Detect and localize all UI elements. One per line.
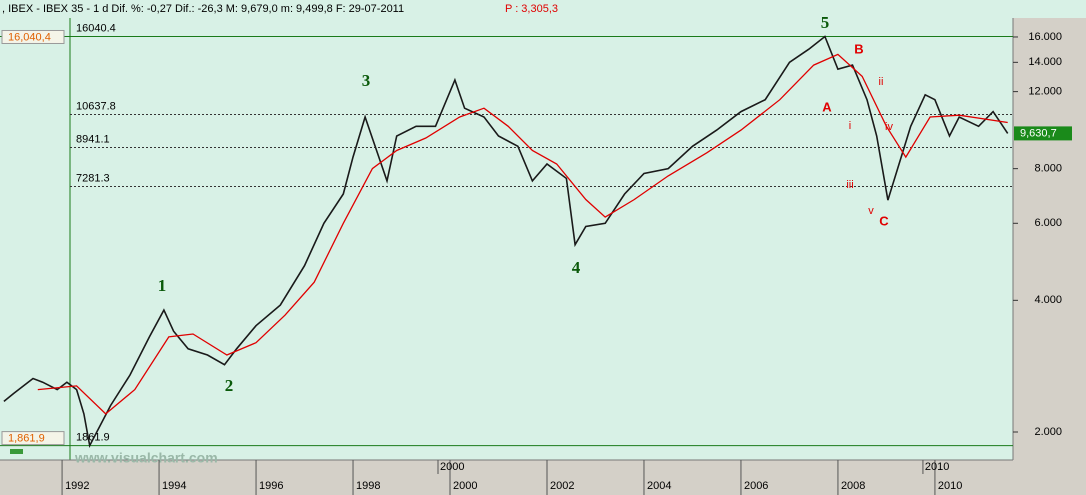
price-line (3, 35, 1009, 449)
price-tag-label: 9,630,7 (1020, 127, 1057, 139)
y-tick-label: 12.000 (1028, 86, 1062, 98)
wave-label: 4 (572, 258, 581, 277)
y-tick-label: 4.000 (1034, 294, 1062, 306)
level-value: 1861.9 (76, 432, 110, 444)
level-tag-label: 1,861,9 (8, 433, 45, 445)
x-tick-label: 2002 (550, 480, 574, 492)
marker-box (10, 449, 23, 454)
x-tick-label: 1994 (162, 480, 186, 492)
y-tick-label: 16.000 (1028, 31, 1062, 43)
level-tag (1, 431, 65, 446)
y-tick-label: 8.000 (1034, 163, 1062, 175)
wave-label: 1 (158, 276, 167, 295)
watermark: www.visualchart.com (74, 450, 218, 466)
x-upper-label: 2000 (440, 461, 464, 473)
x-tick-label: 1996 (259, 480, 283, 492)
wave-label: iii (846, 179, 853, 191)
wave-label: i (849, 120, 851, 132)
wave-label: A (822, 99, 832, 114)
x-tick-label: 2004 (647, 480, 671, 492)
y-tick-label: 14.000 (1028, 56, 1062, 68)
wave-label: 3 (362, 71, 371, 90)
wave-label: iv (885, 121, 893, 133)
x-upper-label: 2010 (925, 461, 949, 473)
x-tick-label: 2000 (453, 480, 477, 492)
x-tick-label: 2008 (841, 480, 865, 492)
wave-label: ii (879, 76, 884, 88)
x-tick-label: 1992 (65, 480, 89, 492)
level-value: 16040.4 (76, 22, 116, 34)
x-tick-label: 2010 (938, 480, 962, 492)
y-tick-label: 6.000 (1034, 217, 1062, 229)
x-tick-label: 1998 (356, 480, 380, 492)
x-tick-label: 2006 (744, 480, 768, 492)
wave-label: C (879, 213, 889, 228)
wave-label: B (854, 41, 863, 56)
wave-label: 5 (821, 13, 830, 32)
level-value: 10637.8 (76, 100, 116, 112)
price-tag (1014, 126, 1072, 141)
wave-label: 2 (225, 376, 234, 395)
level-value: 8941.1 (76, 133, 110, 145)
header-bar (0, 0, 1086, 18)
plot-area (0, 18, 1013, 460)
header-quote: P : 3,305,3 (505, 3, 558, 15)
moving-average (37, 53, 1008, 415)
y-tick-label: 2.000 (1034, 426, 1062, 438)
header-title: , IBEX - IBEX 35 - 1 d Dif. %: -0,27 Dif… (2, 3, 404, 15)
level-tag (1, 29, 65, 44)
wave-label: v (868, 205, 874, 217)
level-value: 7281.3 (76, 172, 110, 184)
level-tag-label: 16,040,4 (8, 31, 51, 43)
